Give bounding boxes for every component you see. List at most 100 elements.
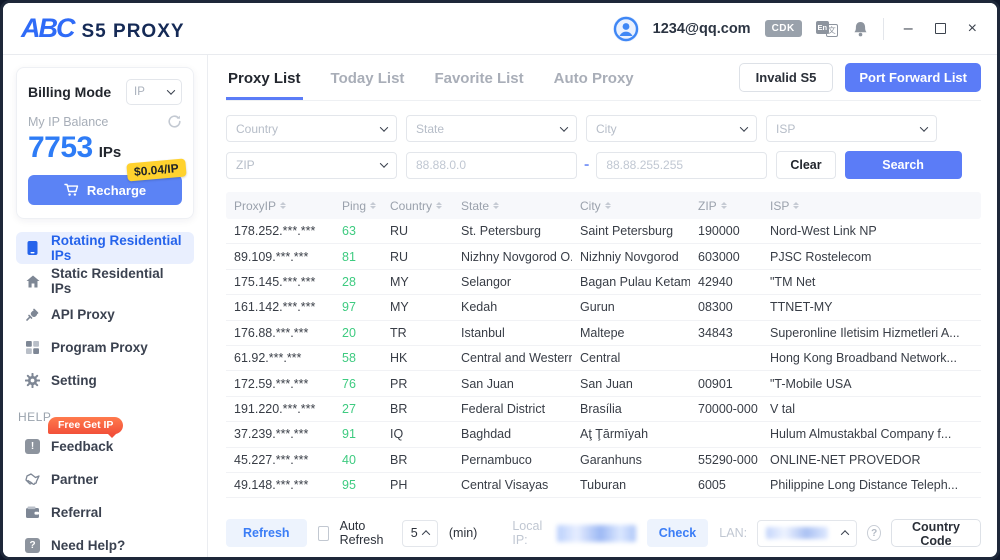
column-header-state[interactable]: State [453, 199, 572, 213]
table-row[interactable]: 175.145.***.*** 28 MY Selangor Bagan Pulau K… [226, 270, 981, 296]
maximize-button[interactable] [934, 23, 946, 34]
sidebar-item-partner[interactable]: Partner [16, 463, 194, 495]
table-cell: Saint Petersburg [580, 224, 674, 239]
sort-icon [493, 201, 500, 210]
column-header-proxyip[interactable]: ProxyIP [226, 199, 334, 213]
table-cell: Central [580, 351, 621, 366]
lan-select[interactable] [757, 519, 858, 547]
table-cell: Garanhuns [580, 452, 642, 467]
sidebar-item-api-proxy[interactable]: API Proxy [16, 298, 194, 330]
table-row[interactable]: 176.88.***.*** 20 TR Istanbul Maltepe 34843 Su… [226, 321, 981, 346]
question-icon: ? [25, 537, 40, 553]
table-cell: 89.109.***.*** [234, 249, 309, 264]
exclamation-icon: ! [25, 438, 40, 454]
billing-mode-select[interactable]: IP [126, 79, 182, 105]
sort-icon [436, 201, 443, 210]
sidebar-item-program-proxy[interactable]: Program Proxy [16, 331, 194, 363]
table-cell: BR [390, 401, 408, 416]
table-cell: 97 [342, 300, 356, 315]
cdk-badge[interactable]: CDK [764, 20, 802, 37]
chevron-down-icon [919, 122, 929, 132]
tab-auto-proxy[interactable]: Auto Proxy [553, 70, 634, 87]
language-toggle-icon[interactable]: En 文 [815, 20, 838, 37]
table-cell: 161.142.***.*** [234, 300, 316, 315]
topbar: ABC S5 PROXY 1234@qq.com CDK En 文 [3, 3, 997, 55]
table-row[interactable]: 37.239.***.*** 91 IQ Baghdad Aţ Ţārmīyah Hulu… [226, 422, 981, 448]
sidebar-item-rotating-residential-ips[interactable]: Rotating Residential IPs [16, 232, 194, 264]
table-cell: Baghdad [461, 427, 512, 442]
tab-favorite-list[interactable]: Favorite List [434, 70, 524, 87]
sidebar-item-feedback[interactable]: Free Get IP ! Feedback [16, 417, 194, 462]
country-select[interactable]: Country [226, 115, 397, 142]
table-row[interactable]: 49.148.***.*** 95 PH Central Visayas Tuburan… [226, 473, 981, 499]
chevron-down-icon [739, 122, 749, 132]
city-select[interactable]: City [586, 115, 757, 142]
table-row[interactable]: 178.252.***.*** 63 RU St. Petersburg Saint P… [226, 219, 981, 245]
table-cell: 27 [342, 401, 356, 416]
table-cell: 178.252.***.*** [234, 224, 316, 239]
main-panel: Proxy List Today List Favorite List Auto… [208, 55, 997, 557]
zip-select[interactable]: ZIP [226, 151, 397, 179]
ip-range-to-input[interactable] [596, 151, 768, 179]
table-cell: Kedah [461, 300, 498, 315]
table-row[interactable]: 172.59.***.*** 76 PR San Juan San Juan 00901 "… [226, 371, 981, 397]
ip-range-from-input[interactable] [406, 151, 577, 179]
sort-icon [720, 201, 727, 210]
lan-value-blurred [766, 527, 829, 539]
table-row[interactable]: 45.227.***.*** 40 BR Pernambuco Garanhuns 552… [226, 448, 981, 473]
filters: Country State City ISP ZIP - Clear Searc… [226, 115, 981, 179]
close-button[interactable]: × [967, 19, 977, 37]
help-circle-icon[interactable]: ? [867, 525, 881, 541]
interval-stepper[interactable]: 5 [401, 519, 438, 547]
handshake-icon [24, 471, 41, 488]
table-row[interactable]: 89.109.***.*** 81 RU Nizhny Novgorod O... Ni… [226, 244, 981, 270]
table-header-row: ProxyIP Ping Country State City ZIP ISP [226, 192, 981, 219]
column-header-city[interactable]: City [572, 199, 690, 213]
clear-button[interactable]: Clear [776, 151, 836, 179]
isp-select[interactable]: ISP [766, 115, 937, 142]
column-header-country[interactable]: Country [382, 199, 453, 213]
chevron-down-icon [379, 122, 389, 132]
free-get-ip-badge: Free Get IP [48, 417, 124, 438]
port-forward-list-button[interactable]: Port Forward List [845, 63, 981, 92]
cart-icon [64, 183, 79, 196]
table-row[interactable]: 61.92.***.*** 58 HK Central and Western Cent… [226, 346, 981, 372]
avatar[interactable] [612, 15, 639, 42]
table-cell: Superonline Iletisim Hizmetleri A... [770, 325, 960, 340]
refresh-button[interactable]: Refresh [226, 519, 307, 547]
sidebar-item-need-help[interactable]: ? Need Help? [16, 529, 194, 557]
table-cell: 81 [342, 249, 356, 264]
table-row[interactable]: 161.142.***.*** 97 MY Kedah Gurun 08300 TTNET-… [226, 295, 981, 321]
table-cell: St. Petersburg [461, 224, 541, 239]
sidebar-item-setting[interactable]: Setting [16, 364, 194, 396]
table-cell: 55290-000 [698, 452, 758, 467]
table-cell: Gurun [580, 300, 615, 315]
help-menu: Free Get IP ! Feedback Partner Referral [16, 417, 194, 557]
state-select[interactable]: State [406, 115, 577, 142]
auto-refresh-label: Auto Refresh [339, 519, 384, 547]
column-header-isp[interactable]: ISP [762, 199, 981, 213]
minimize-button[interactable]: – [903, 19, 913, 37]
auto-refresh-checkbox[interactable] [317, 525, 329, 541]
column-header-zip[interactable]: ZIP [690, 199, 762, 213]
ip-balance-unit: IPs [98, 144, 122, 161]
search-button[interactable]: Search [844, 151, 962, 179]
table-cell: Philippine Long Distance Teleph... [770, 478, 959, 493]
tab-proxy-list[interactable]: Proxy List [226, 58, 303, 100]
sidebar-item-referral[interactable]: Referral [16, 496, 194, 528]
table-cell: 175.145.***.*** [234, 274, 316, 289]
bell-icon[interactable] [852, 20, 869, 38]
recharge-button[interactable]: Recharge [28, 175, 182, 205]
table-cell: 00901 [698, 376, 733, 391]
chevron-down-icon [379, 159, 389, 168]
sidebar-item-static-residential-ips[interactable]: Static Residential IPs [16, 265, 194, 297]
country-code-button[interactable]: Country Code [890, 519, 981, 548]
invalid-s5-button[interactable]: Invalid S5 [738, 63, 834, 92]
table-cell: PR [390, 376, 408, 391]
table-row[interactable]: 191.220.***.*** 27 BR Federal District Brasí… [226, 397, 981, 423]
refresh-balance-icon[interactable] [167, 114, 182, 129]
table-cell: MY [390, 274, 409, 289]
column-header-ping[interactable]: Ping [334, 199, 382, 213]
check-button[interactable]: Check [646, 519, 709, 547]
tab-today-list[interactable]: Today List [330, 70, 405, 87]
